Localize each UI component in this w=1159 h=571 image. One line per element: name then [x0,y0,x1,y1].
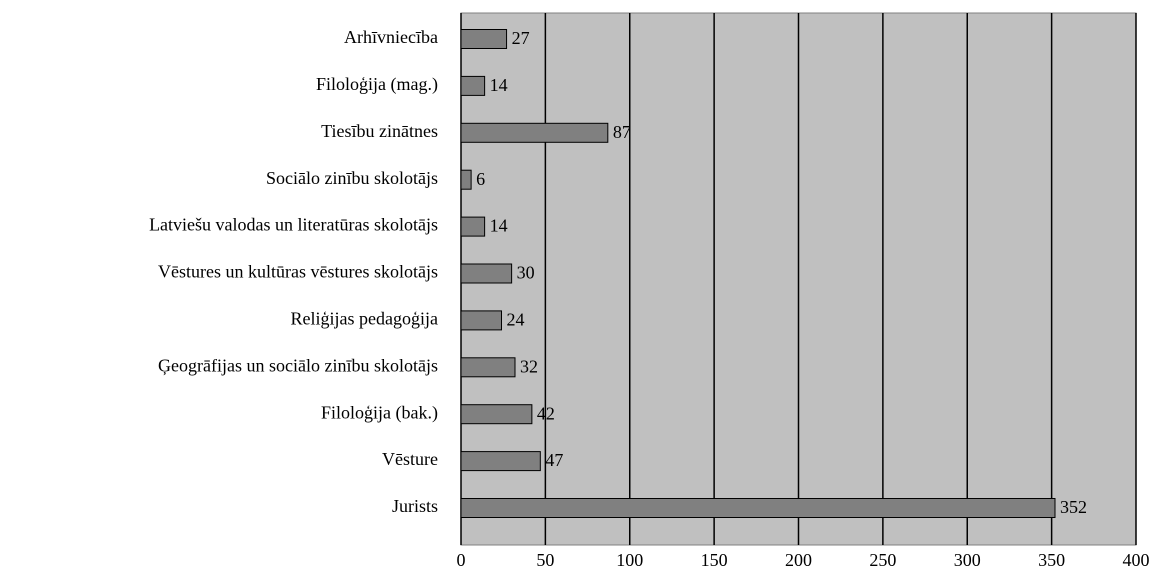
x-tick-label: 200 [785,550,812,570]
bar [460,357,516,378]
data-label: 27 [512,28,530,48]
x-tick-label: 300 [954,550,981,570]
y-tick-label: Tiesību zinātnes [321,121,438,141]
x-tick-label: 0 [457,550,466,570]
bar [460,498,1056,518]
y-tick-label: Jurists [392,496,438,516]
data-label: 6 [476,169,485,189]
data-label: 42 [537,403,555,423]
y-tick-label: Latviešu valodas un literatūras skolotāj… [149,215,438,235]
x-tick-label: 150 [701,550,728,570]
data-label: 24 [507,310,525,330]
y-tick-label: Vēsture [382,449,438,469]
y-tick-label: Vēstures un kultūras vēstures skolotājs [158,262,438,282]
y-tick-label: Filoloģija (mag.) [316,74,438,95]
x-tick-label: 100 [616,550,643,570]
data-label: 87 [613,122,631,142]
data-label: 352 [1060,497,1087,517]
bar [460,216,486,237]
bar [460,310,502,331]
data-label: 32 [520,356,538,376]
y-tick-label: Filoloģija (bak.) [321,402,438,423]
bar [460,122,609,143]
data-label: 14 [490,75,508,95]
bar [460,451,541,472]
y-tick-label: Arhīvniecība [344,27,438,47]
y-tick-label: Reliģijas pedagoģija [291,309,438,329]
y-tick-label: Ģeogrāfijas un sociālo zinību skolotājs [158,355,438,375]
bar [460,404,533,425]
bar [460,29,508,49]
x-tick-label: 350 [1038,550,1065,570]
data-label: 30 [517,263,535,283]
x-tick-label: 400 [1123,550,1150,570]
bar [460,75,486,96]
data-label: 47 [545,450,563,470]
bar [460,263,513,284]
x-tick-label: 250 [869,550,896,570]
x-tick-label: 50 [536,550,554,570]
data-label: 14 [490,216,508,236]
bar [460,169,472,190]
y-tick-label: Sociālo zinību skolotājs [266,168,438,188]
